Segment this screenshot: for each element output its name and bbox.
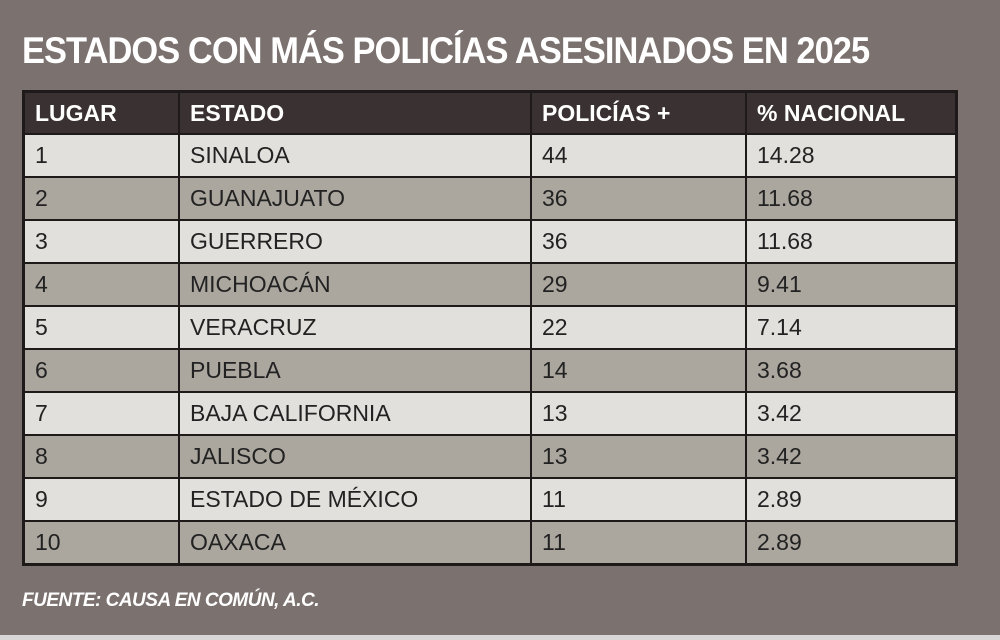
column-header: ESTADO xyxy=(178,90,532,135)
table-row: 4 MICHOACÁN 29 9.41 xyxy=(22,262,958,307)
table-cell: 11 xyxy=(530,477,747,522)
table-cell: VERACRUZ xyxy=(178,305,532,350)
table-cell: 36 xyxy=(530,219,747,264)
table-cell: 11.68 xyxy=(745,176,958,221)
table-header-row: LUGAR ESTADO POLICÍAS + % NACIONAL xyxy=(22,90,958,135)
table-cell: BAJA CALIFORNIA xyxy=(178,391,532,436)
table-cell: 2.89 xyxy=(745,520,958,566)
table-cell: SINALOA xyxy=(178,133,532,178)
table-cell: 3 xyxy=(22,219,180,264)
source-note: FUENTE: CAUSA EN COMÚN, A.C. xyxy=(22,590,320,611)
table-cell: 11 xyxy=(530,520,747,566)
data-table: LUGAR ESTADO POLICÍAS + % NACIONAL 1 SINA… xyxy=(22,90,958,566)
table-cell: 11.68 xyxy=(745,219,958,264)
column-header: LUGAR xyxy=(22,90,180,135)
table-row: 10 OAXACA 11 2.89 xyxy=(22,520,958,566)
table-cell: 4 xyxy=(22,262,180,307)
table-cell: MICHOACÁN xyxy=(178,262,532,307)
table-cell: GUANAJUATO xyxy=(178,176,532,221)
table-cell: GUERRERO xyxy=(178,219,532,264)
table-cell: 2 xyxy=(22,176,180,221)
table-cell: 9 xyxy=(22,477,180,522)
table-cell: 10 xyxy=(22,520,180,566)
table-row: 8 JALISCO 13 3.42 xyxy=(22,434,958,479)
table-row: 1 SINALOA 44 14.28 xyxy=(22,133,958,178)
table-cell: 9.41 xyxy=(745,262,958,307)
table-cell: 22 xyxy=(530,305,747,350)
table-cell: 36 xyxy=(530,176,747,221)
table-cell: 6 xyxy=(22,348,180,393)
table-cell: 44 xyxy=(530,133,747,178)
table-cell: 14.28 xyxy=(745,133,958,178)
table-cell: 3.68 xyxy=(745,348,958,393)
table-cell: 13 xyxy=(530,391,747,436)
bottom-strip xyxy=(0,635,1000,640)
chart-title: ESTADOS CON MÁS POLICÍAS ASESINADOS EN 2… xyxy=(22,30,870,71)
column-header: POLICÍAS + xyxy=(530,90,747,135)
table-cell: 7 xyxy=(22,391,180,436)
table-row: 5 VERACRUZ 22 7.14 xyxy=(22,305,958,350)
table-cell: 3.42 xyxy=(745,391,958,436)
table-cell: 5 xyxy=(22,305,180,350)
table-cell: 29 xyxy=(530,262,747,307)
column-header: % NACIONAL xyxy=(745,90,958,135)
table-cell: 3.42 xyxy=(745,434,958,479)
table-row: 9 ESTADO DE MÉXICO 11 2.89 xyxy=(22,477,958,522)
table-cell: PUEBLA xyxy=(178,348,532,393)
table-cell: 1 xyxy=(22,133,180,178)
table-cell: 14 xyxy=(530,348,747,393)
table-cell: 2.89 xyxy=(745,477,958,522)
table-cell: JALISCO xyxy=(178,434,532,479)
table-cell: 7.14 xyxy=(745,305,958,350)
table-cell: OAXACA xyxy=(178,520,532,566)
table-row: 6 PUEBLA 14 3.68 xyxy=(22,348,958,393)
table-row: 3 GUERRERO 36 11.68 xyxy=(22,219,958,264)
table-cell: 13 xyxy=(530,434,747,479)
table-row: 2 GUANAJUATO 36 11.68 xyxy=(22,176,958,221)
table-row: 7 BAJA CALIFORNIA 13 3.42 xyxy=(22,391,958,436)
table-cell: ESTADO DE MÉXICO xyxy=(178,477,532,522)
table-cell: 8 xyxy=(22,434,180,479)
